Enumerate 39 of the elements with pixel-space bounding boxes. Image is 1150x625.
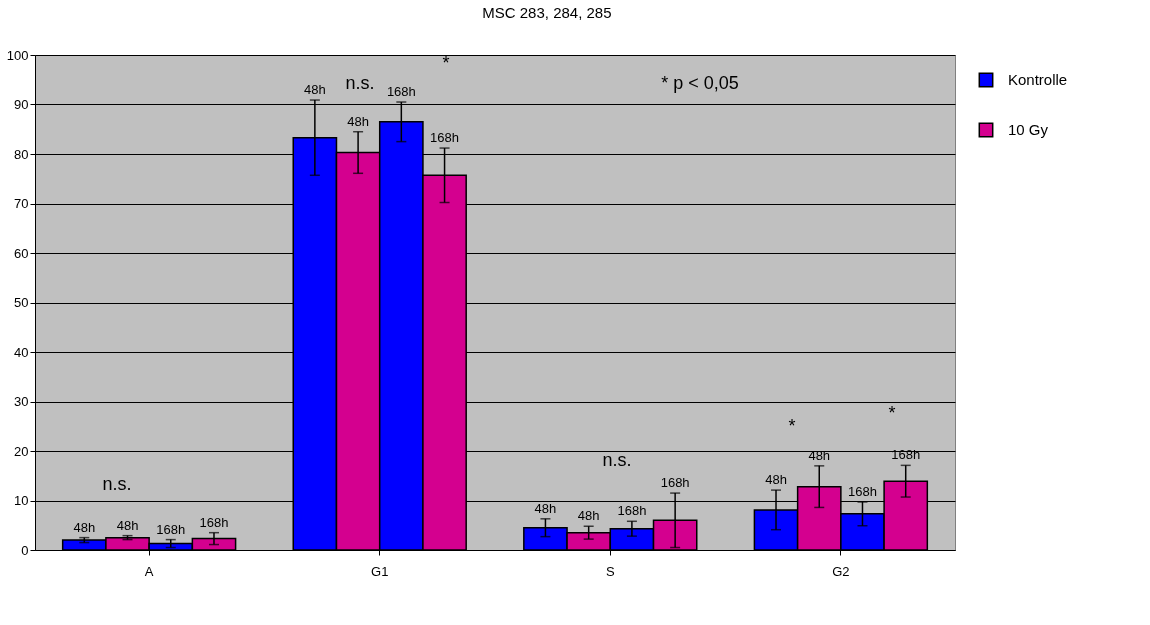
x-tick-label: A [144, 563, 154, 579]
x-tick-label: G2 [832, 563, 850, 579]
annotation: 48h [347, 113, 369, 129]
annotation: * p < 0,05 [661, 73, 739, 93]
y-tick-label: 50 [14, 295, 29, 310]
annotation: 168h [430, 130, 460, 146]
annotation: n.s. [345, 73, 375, 93]
x-tick-label: S [605, 563, 615, 579]
annotation: 168h [848, 483, 877, 499]
x-tick-label: G1 [371, 563, 389, 579]
y-tick-label: 0 [21, 542, 29, 558]
annotation: * [442, 53, 450, 73]
legend-label: Kontrolle [1008, 71, 1068, 88]
chart-title: MSC 283, 284, 285 [482, 3, 612, 21]
annotation: n.s. [602, 450, 632, 470]
annotation: 168h [199, 514, 229, 530]
annotation: * [888, 403, 896, 423]
annotation: 48h [304, 82, 326, 98]
y-tick-label: 60 [14, 245, 29, 261]
y-tick-label: 90 [14, 97, 29, 112]
y-tick-label: 100 [6, 47, 29, 63]
annotation: 168h [156, 521, 186, 537]
annotation: 168h [617, 503, 647, 519]
y-tick-label: 40 [14, 344, 29, 360]
annotation: n.s. [102, 474, 132, 494]
y-tick-label: 70 [14, 196, 29, 211]
annotation: 48h [577, 508, 600, 524]
y-tick-label: 30 [14, 394, 29, 409]
annotation: 48h [765, 472, 787, 488]
annotation: 168h [386, 84, 416, 100]
legend-label: 10 Gy [1008, 121, 1049, 138]
annotation: 168h [660, 475, 690, 491]
y-tick-label: 10 [14, 493, 29, 508]
annotation: 48h [116, 517, 139, 533]
y-tick-label: 20 [14, 443, 29, 459]
annotation: * [788, 416, 796, 436]
y-tick-label: 80 [14, 146, 29, 162]
annotation: 48h [534, 500, 557, 516]
annotation: 48h [73, 519, 96, 535]
